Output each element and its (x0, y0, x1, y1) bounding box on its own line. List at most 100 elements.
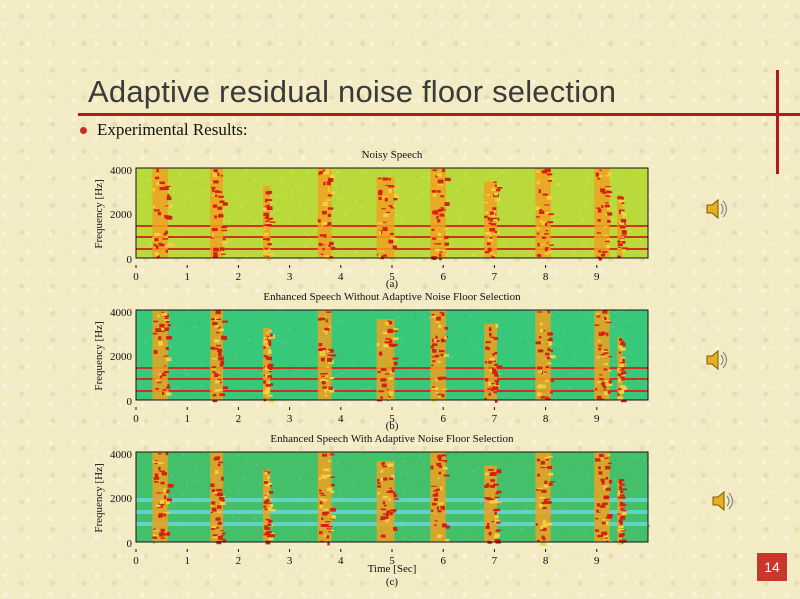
speech-harmonic (326, 474, 332, 478)
noise-speckle (614, 516, 617, 518)
x-tick-label: 8 (543, 413, 549, 425)
noise-speckle (179, 374, 181, 376)
noise-speckle (305, 515, 308, 517)
noise-speckle (556, 315, 559, 318)
noise-speckle (424, 489, 427, 491)
noise-speckle (552, 363, 555, 365)
speech-harmonic (167, 484, 174, 488)
speech-harmonic (326, 350, 330, 353)
speech-harmonic (547, 221, 554, 224)
speech-harmonic (269, 491, 274, 494)
speech-harmonic (492, 386, 499, 391)
noise-speckle (283, 247, 286, 249)
speaker-icon[interactable] (711, 490, 735, 512)
speech-harmonic (550, 380, 555, 382)
speech-harmonic (389, 512, 393, 516)
speech-harmonic (385, 338, 391, 340)
noise-speckle (360, 200, 363, 202)
noise-speckle (305, 527, 307, 530)
speech-harmonic (215, 194, 218, 197)
speech-harmonic (439, 465, 443, 468)
speech-harmonic (442, 208, 445, 210)
speech-harmonic (437, 393, 443, 396)
noise-speckle (374, 395, 377, 398)
noise-speckle (301, 355, 304, 357)
noise-speckle (587, 455, 590, 457)
title-underline (78, 113, 800, 116)
noise-speckle (373, 508, 376, 510)
speech-harmonic (265, 384, 272, 387)
noise-speckle (387, 399, 390, 402)
speech-harmonic (268, 519, 273, 523)
speech-harmonic (269, 485, 272, 487)
speech-harmonic (266, 257, 271, 261)
speech-harmonic (392, 205, 396, 208)
speech-harmonic (546, 522, 552, 526)
noise-speckle (339, 354, 342, 356)
noise-speckle (203, 190, 206, 192)
noise-speckle (170, 227, 173, 229)
speech-harmonic (536, 216, 540, 218)
speech-harmonic (490, 388, 494, 391)
speech-harmonic (601, 205, 604, 208)
speech-harmonic (434, 354, 440, 358)
speech-harmonic (621, 387, 628, 390)
x-tick-label: 6 (440, 555, 446, 567)
speech-harmonic (542, 519, 546, 524)
noise-speckle (256, 397, 259, 399)
speech-harmonic (596, 315, 601, 318)
speech-harmonic (264, 470, 268, 472)
speech-harmonic (494, 499, 498, 504)
speech-harmonic (600, 353, 606, 356)
speech-harmonic (211, 489, 216, 492)
speech-harmonic (326, 181, 331, 186)
noise-speckle (528, 488, 531, 490)
speech-harmonic (622, 511, 627, 516)
noise-speckle (182, 494, 185, 496)
speaker-icon[interactable] (705, 198, 729, 220)
noise-speckle (611, 462, 614, 464)
noise-speckle (530, 330, 533, 332)
speech-harmonic (266, 206, 273, 210)
speech-harmonic (160, 537, 166, 539)
noise-speckle (643, 486, 645, 489)
speech-harmonic (167, 204, 173, 208)
noise-speckle (415, 176, 418, 178)
speech-harmonic (598, 466, 601, 470)
speech-harmonic (166, 489, 170, 494)
speech-harmonic (619, 376, 623, 378)
noise-speckle (485, 177, 488, 180)
speech-harmonic (318, 477, 321, 480)
noise-speckle (284, 241, 287, 243)
x-tick-label: 6 (440, 271, 446, 283)
speech-harmonic (617, 541, 622, 545)
speaker-icon[interactable] (705, 349, 729, 371)
speech-harmonic (268, 537, 274, 541)
speech-harmonic (163, 233, 166, 236)
speech-harmonic (603, 234, 609, 237)
noise-speckle (251, 207, 254, 209)
noise-speckle (194, 479, 197, 481)
noise-speckle (184, 369, 187, 371)
noise-speckle (633, 211, 636, 214)
speech-harmonic (443, 474, 450, 477)
speech-harmonic (265, 374, 270, 378)
noise-speckle (475, 482, 478, 484)
speech-harmonic (434, 489, 440, 491)
noise-speckle (292, 373, 295, 375)
speech-harmonic (435, 335, 438, 339)
noise-speckle (418, 496, 420, 499)
noise-speckle (387, 168, 390, 170)
speech-harmonic (390, 257, 394, 260)
speech-harmonic (212, 393, 217, 397)
speech-harmonic (320, 357, 325, 362)
speech-harmonic (152, 332, 158, 335)
speech-harmonic (548, 177, 554, 180)
bullet-dot-icon (80, 126, 87, 134)
noise-speckle (240, 206, 243, 208)
speech-harmonic (606, 238, 612, 242)
speech-harmonic (437, 376, 443, 381)
y-ticks: 4000 2000 0 (110, 307, 133, 408)
